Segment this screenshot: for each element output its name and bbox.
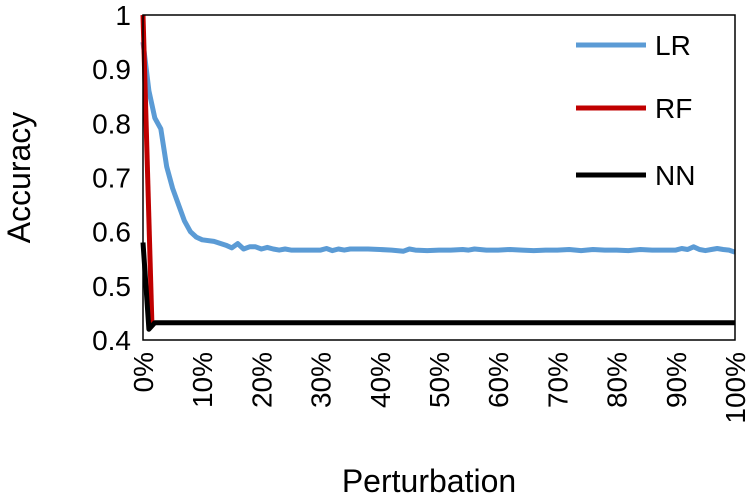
y-tick-label: 0.4 [92, 325, 131, 356]
x-tick-label: 80% [602, 352, 633, 408]
y-axis-ticks: 0.4 0.5 0.6 0.7 0.8 0.9 1 [92, 0, 131, 356]
plot-lines [140, 14, 736, 332]
legend: LR RF NN [576, 30, 695, 191]
x-axis-ticks: 0% 10% 20% 30% 40% 50% 60% 70% 80% 90% 100% [128, 352, 747, 424]
plot-area-frame [142, 14, 736, 341]
x-tick-label: 40% [365, 352, 396, 408]
legend-label-lr: LR [655, 30, 691, 61]
y-tick-label: 0.8 [92, 108, 131, 139]
y-tick-label: 1 [115, 0, 131, 31]
y-axis-title: Accuracy [1, 112, 37, 244]
x-tick-label: 10% [187, 352, 218, 408]
x-tick-label: 90% [661, 352, 692, 408]
legend-label-rf: RF [655, 93, 692, 124]
x-tick-label: 70% [542, 352, 573, 408]
y-tick-label: 0.5 [92, 271, 131, 302]
series-line-nn [140, 242, 735, 332]
legend-label-nn: NN [655, 160, 695, 191]
y-tick-label: 0.9 [92, 54, 131, 85]
x-tick-label: 50% [424, 352, 455, 408]
y-tick-label: 0.6 [92, 217, 131, 248]
x-axis-title: Perturbation [342, 463, 516, 497]
series-line-lr [140, 41, 736, 255]
x-tick-label: 30% [306, 352, 337, 408]
x-tick-label: 20% [246, 352, 277, 408]
series-line-rf [140, 14, 155, 324]
x-tick-label: 0% [128, 352, 159, 392]
x-tick-label: 60% [483, 352, 514, 408]
x-tick-label: 100% [720, 352, 747, 424]
y-tick-label: 0.7 [92, 163, 131, 194]
